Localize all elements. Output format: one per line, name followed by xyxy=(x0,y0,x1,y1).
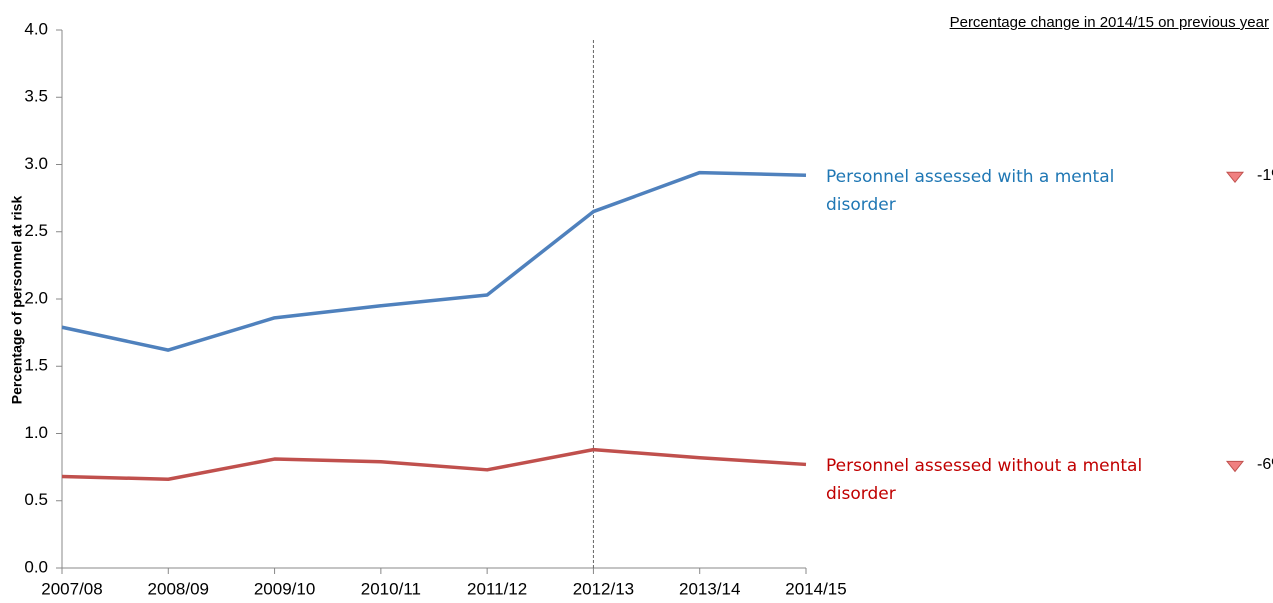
y-tick-label: 1.5 xyxy=(24,356,48,375)
y-tick-label: 0.0 xyxy=(24,557,48,576)
x-tick-label: 2009/10 xyxy=(254,579,315,598)
y-tick-label: 2.0 xyxy=(24,288,48,307)
y-tick-label: 0.5 xyxy=(24,490,48,509)
x-tick-label: 2014/15 xyxy=(785,579,846,598)
line xyxy=(61,447,807,481)
change-label: -6% xyxy=(1257,456,1273,474)
x-tick-label: 2007/08 xyxy=(41,579,102,598)
y-axis-label: Percentage of personnel at risk xyxy=(9,196,25,405)
x-tick-label: 2011/12 xyxy=(467,579,527,598)
x-tick-label: 2013/14 xyxy=(679,579,740,598)
y-tick-label: 4.0 xyxy=(24,19,48,38)
series-label: Personnel assessed without a mental diso… xyxy=(826,456,1143,505)
y-tick-label: 2.5 xyxy=(24,221,48,240)
y-tick-label: 3.0 xyxy=(24,154,48,173)
y-tick-label: 1.0 xyxy=(24,423,48,442)
x-tick-label: 2008/09 xyxy=(148,579,209,598)
y-tick-label: 3.5 xyxy=(24,87,48,106)
change-icon xyxy=(1225,460,1245,473)
change-icon xyxy=(1225,171,1245,184)
x-tick-label: 2012/13 xyxy=(573,579,634,598)
series-label: Personnel assessed with a mental disorde… xyxy=(826,167,1115,216)
x-tick-label: 2010/11 xyxy=(361,579,421,598)
note: Percentage change in 2014/15 on previous… xyxy=(949,14,1269,31)
line xyxy=(61,170,807,352)
change-label: -1% xyxy=(1257,167,1273,185)
